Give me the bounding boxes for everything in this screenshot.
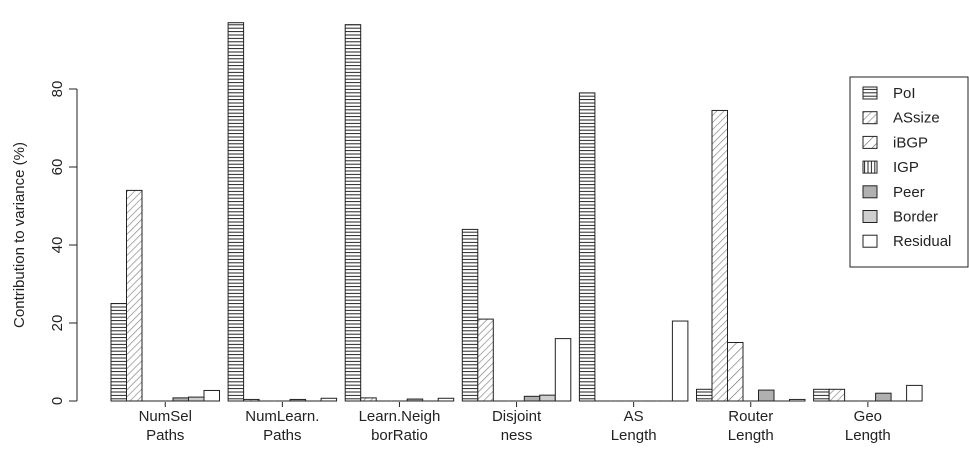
bar-border-0 — [188, 396, 205, 402]
legend-label-residual: Residual — [893, 233, 951, 250]
bar-peer-1 — [289, 398, 307, 402]
legend-swatch-assize — [862, 111, 878, 125]
bar-residual-4 — [671, 320, 689, 402]
bar-poi-4 — [578, 92, 596, 402]
bar-assize-6 — [828, 388, 846, 402]
category-label: Router — [728, 408, 773, 425]
category-labels: NumSel Paths NumLearn. Paths Learn.Neigh borR… — [139, 402, 891, 444]
legend-label-igp: IGP — [893, 159, 919, 176]
bar-poi-5 — [696, 388, 713, 402]
bar-poi-2 — [344, 24, 362, 402]
y-tick-label: 40 — [49, 237, 66, 254]
category-label: AS — [624, 408, 644, 425]
y-axis: 0 20 40 60 80 — [49, 81, 78, 405]
category-label: borRatio — [371, 427, 428, 444]
y-tick-label: 80 — [49, 81, 66, 98]
bar-poi-6 — [813, 388, 830, 402]
bar-poi-0 — [110, 303, 127, 402]
bar-poi-1 — [227, 22, 245, 402]
bar-assize-3 — [477, 318, 494, 402]
legend-swatch-residual — [862, 234, 878, 248]
bar-residual-6 — [906, 384, 923, 402]
category-label: Geo — [854, 408, 882, 425]
category-label: Learn.Neigh — [359, 408, 441, 425]
legend-swatch-poi — [862, 86, 878, 100]
bar-residual-5 — [789, 398, 806, 402]
category-label: Disjoint — [492, 408, 542, 425]
legend-swatch-igp — [862, 160, 878, 174]
category-label: Paths — [263, 427, 301, 444]
category-label: Length — [845, 427, 891, 444]
category-label: Length — [611, 427, 657, 444]
y-tick-label: 20 — [49, 315, 66, 332]
bar-assize-5 — [711, 109, 728, 402]
category-label: Length — [728, 427, 774, 444]
legend-label-ibgp: iBGP — [893, 134, 928, 151]
bar-residual-0 — [203, 389, 220, 402]
category-label: Paths — [146, 427, 184, 444]
bar-peer-0 — [172, 397, 189, 402]
legend: PoI ASsize iBGP IGP Peer Border Residual — [849, 76, 969, 268]
bar-peer-3 — [523, 395, 541, 402]
legend-swatch-peer — [862, 185, 878, 199]
bar-ibgp-5 — [727, 342, 744, 402]
category-label: NumSel — [139, 408, 192, 425]
legend-label-border: Border — [893, 209, 938, 226]
bar-peer-2 — [406, 398, 424, 402]
y-axis-title: Contribution to variance (%) — [11, 142, 28, 328]
category-label: NumLearn. — [245, 408, 319, 425]
bar-assize-1 — [243, 398, 260, 402]
bar-assize-0 — [126, 189, 143, 402]
bar-poi-3 — [461, 228, 479, 402]
bar-residual-1 — [320, 397, 338, 402]
y-tick-label: 60 — [49, 159, 66, 176]
legend-swatch-ibgp — [862, 135, 878, 149]
bar-border-3 — [539, 394, 556, 402]
legend-label-poi: PoI — [893, 85, 916, 102]
bar-assize-2 — [360, 397, 377, 402]
legend-swatch-border — [862, 210, 878, 223]
y-tick-label: 0 — [49, 397, 66, 405]
bar-residual-3 — [554, 338, 572, 402]
legend-label-assize: ASsize — [893, 110, 940, 127]
bar-peer-5 — [758, 389, 775, 402]
bars-group — [110, 22, 923, 402]
bar-peer-6 — [875, 392, 892, 402]
legend-label-peer: Peer — [893, 184, 925, 201]
bar-residual-2 — [437, 397, 455, 402]
category-label: ness — [501, 427, 533, 444]
